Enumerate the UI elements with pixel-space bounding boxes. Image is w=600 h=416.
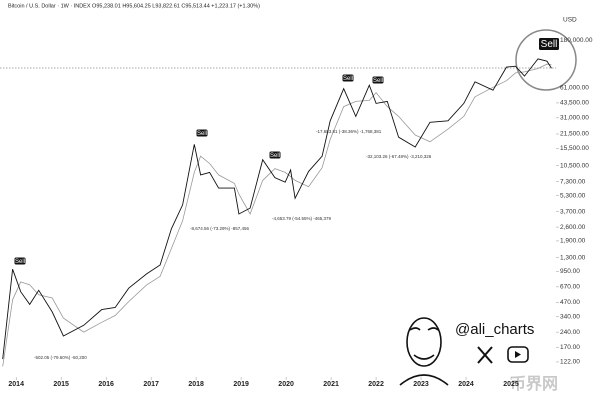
y-tick-label: 1,300.00 [560,254,586,261]
sell-badge [196,129,208,137]
drawdown-annotation: -502.05 (-79.60%) -50,200 [34,355,87,360]
x-tick-label: 2021 [323,381,339,388]
y-tick-label: 15,500.00 [560,145,589,152]
x-tick-label: 2023 [413,381,429,388]
y-tick-label: 2,600.00 [560,224,586,231]
y-tick-label: 7,300.00 [560,178,586,185]
y-tick-label: 670.00 [560,284,580,291]
y-tick-label: 1,900.00 [560,238,586,245]
drawdown-annotation: -8,674.56 (-73.29%) -857,456 [190,226,250,231]
y-tick-label: 5,300.00 [560,192,586,199]
sell-label: Sell [373,78,383,84]
y-tick-label: 170.00 [560,344,580,351]
x-tick-label: 2015 [53,381,69,388]
watermark: 币界网 [510,375,558,393]
y-tick-label: 3,700.00 [560,208,586,215]
x-tick-label: 2019 [233,381,249,388]
y-tick-label: 240.00 [560,329,580,336]
y-tick-label: 21,500.00 [560,131,589,138]
x-tick-label: 2020 [278,381,294,388]
sell-label: Sell [541,39,558,50]
y-tick-label: 31,000.00 [560,115,589,122]
y-tick-label: 10,500.00 [560,162,589,169]
y-tick-label: 180,000.00 [560,37,593,44]
y-axis-label: USD [563,17,577,24]
y-tick-label: 340.00 [560,313,580,320]
youtube-icon [507,346,529,363]
y-tick-label: 122.00 [560,359,580,366]
y-tick-label: 61,000.00 [560,85,589,92]
avatar [399,317,449,386]
sell-label: Sell [270,153,280,159]
stop-line [2,63,552,367]
x-tick-label: 2022 [368,381,384,388]
sell-label: Sell [197,131,207,137]
x-tick-label: 2024 [458,381,474,388]
x-tick-label: 2018 [188,381,204,388]
chart-title: Bitcoin / U.S. Dollar · 1W · INDEX O95,2… [8,3,260,9]
sell-label: Sell [15,259,25,265]
x-tick-label: 2016 [98,381,114,388]
x-tick-label: 2025 [503,381,519,388]
x-tick-label: 2017 [143,381,159,388]
handle: @ali_charts [455,321,534,338]
sell-badge [269,151,281,159]
y-tick-label: 470.00 [560,299,580,306]
x-tick-label: 2014 [8,381,24,388]
sell-label: Sell [343,76,353,82]
sell-badge [342,74,354,82]
drawdown-annotation: -32,103.26 (-67.48%) -3,210,326 [366,154,432,159]
sell-badge [14,257,26,265]
y-tick-label: 43,500.00 [560,100,589,107]
y-tick-label: 950.00 [560,268,580,275]
sell-badge [539,38,559,50]
x-icon [477,346,493,364]
drawdown-annotation: -4,653.79 (-54.55%) -465,379 [272,216,332,221]
sell-badge [372,76,384,84]
drawdown-annotation: -17,683.81 (-38.36%) -1,768,381 [316,129,382,134]
highlight-circle [515,29,577,91]
price-line [2,58,552,360]
